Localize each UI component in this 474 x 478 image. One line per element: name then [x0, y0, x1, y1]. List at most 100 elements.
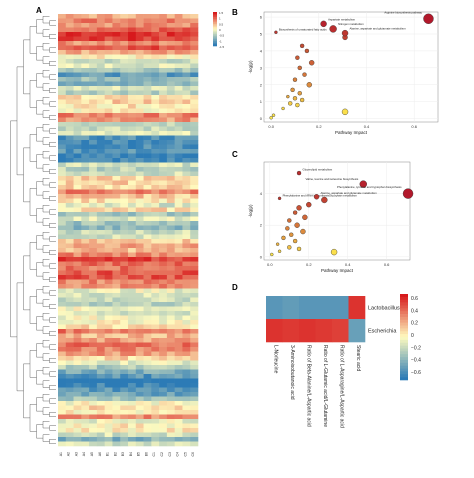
heatmap-a-cell: [58, 356, 67, 361]
dendrogram-branch: [42, 353, 50, 361]
heatmap-a-cell: [174, 414, 183, 420]
heatmap-a-cell: [135, 41, 144, 46]
heatmap-a-cell: [166, 207, 175, 213]
heatmap-a-cell: [120, 171, 129, 177]
heatmap-a-cell: [128, 126, 137, 132]
heatmap-a-cell: [166, 405, 175, 411]
dendrogram-branch: [29, 404, 37, 432]
heatmap-a-cell: [159, 320, 168, 325]
heatmap-a-cell: [182, 212, 191, 217]
heatmap-a-cell: [143, 410, 152, 415]
heatmap-a-cell: [128, 419, 137, 424]
pathway-point: [294, 222, 300, 228]
heatmap-a-cell: [120, 122, 129, 127]
heatmap-a-cell: [151, 306, 160, 312]
heatmap-a-cell: [135, 261, 144, 267]
heatmap-a-cell: [112, 392, 121, 397]
heatmap-a-cell: [174, 410, 183, 415]
heatmap-a-cell: [135, 230, 144, 235]
heatmap-a-cell: [120, 252, 129, 258]
heatmap-a-cell: [174, 392, 183, 397]
pathway-point: [292, 77, 298, 82]
heatmap-a-cell: [143, 315, 152, 321]
heatmap-a-cell: [151, 99, 160, 105]
heatmap-a-cell: [73, 396, 82, 402]
heatmap-a-cell: [96, 86, 105, 91]
heatmap-a-cell: [120, 297, 129, 303]
heatmap-a-cell: [190, 293, 199, 298]
heatmap-a-cell: [81, 261, 90, 267]
heatmap-a-cell: [190, 45, 199, 51]
heatmap-a-cell: [166, 248, 175, 253]
dendrogram-branch: [49, 398, 56, 404]
heatmap-a-cell: [89, 315, 98, 321]
heatmap-a-cell: [128, 437, 137, 442]
heatmap-a-cell: [89, 378, 98, 384]
heatmap-a-cell: [128, 351, 137, 357]
heatmap-a-cell: [89, 428, 98, 433]
heatmap-a-cell: [182, 216, 191, 222]
heatmap-a-cell: [174, 279, 183, 285]
legend-a-tick: -0.5: [219, 34, 225, 38]
heatmap-a-cell: [89, 405, 98, 411]
column-label: C5: [183, 452, 187, 457]
heatmap-a-cell: [120, 63, 129, 69]
heatmap-a-cell: [159, 396, 168, 402]
heatmap-a-cell: [182, 428, 191, 433]
heatmap-a-cell: [143, 23, 152, 28]
heatmap-a-cell: [159, 203, 168, 208]
heatmap-a-cell: [96, 81, 105, 87]
heatmap-a-cell: [89, 113, 98, 118]
heatmap-a-cell: [174, 324, 183, 330]
heatmap-a-cell: [89, 284, 98, 289]
heatmap-a-cell: [159, 176, 168, 181]
heatmap-a-cell: [58, 333, 67, 339]
heatmap-a-cell: [143, 135, 152, 141]
heatmap-a-cell: [128, 288, 137, 294]
heatmap-a-cell: [174, 54, 183, 60]
heatmap-a-cell: [190, 122, 199, 127]
heatmap-a-cell: [135, 432, 144, 438]
legend-a-swatch: [213, 17, 217, 20]
heatmap-a-cell: [96, 243, 105, 249]
heatmap-a-cell: [104, 437, 113, 442]
heatmap-a-cell: [190, 131, 199, 136]
heatmap-a-cell: [151, 261, 160, 267]
legend-a-tick: 0: [219, 28, 221, 32]
heatmap-a-cell: [143, 423, 152, 429]
dendrogram-branch: [42, 434, 50, 442]
heatmap-a-cell: [104, 50, 113, 55]
heatmap-a-cell: [58, 27, 67, 33]
heatmap-a-cell: [159, 428, 168, 433]
heatmap-a-cell: [104, 243, 113, 249]
pathway-point: [269, 116, 273, 120]
heatmap-a-cell: [151, 68, 160, 73]
dendrogram-branch: [42, 259, 50, 267]
heatmap-a-cell: [65, 428, 74, 433]
heatmap-a-cell: [143, 104, 152, 109]
heatmap-a-cell: [166, 36, 175, 42]
heatmap-a-cell: [73, 378, 82, 384]
heatmap-a-cell: [135, 306, 144, 312]
heatmap-a-cell: [65, 401, 74, 406]
heatmap-a-cell: [104, 234, 113, 240]
heatmap-a-cell: [58, 374, 67, 379]
heatmap-a-cell: [89, 207, 98, 213]
heatmap-a-cell: [174, 437, 183, 442]
heatmap-a-cell: [143, 198, 152, 204]
heatmap-a-cell: [159, 36, 168, 42]
heatmap-a-cell: [174, 140, 183, 145]
heatmap-a-cell: [112, 239, 121, 244]
heatmap-a-cell: [89, 149, 98, 154]
heatmap-a-cell: [166, 414, 175, 420]
heatmap-a-cell: [135, 221, 144, 226]
heatmap-a-cell: [143, 369, 152, 375]
heatmap-a-cell: [65, 441, 74, 447]
heatmap-a-cell: [96, 14, 105, 19]
heatmap-a-cell: [128, 383, 137, 388]
heatmap-a-cell: [120, 378, 129, 384]
heatmap-a-cell: [73, 333, 82, 339]
heatmap-a-cell: [174, 225, 183, 231]
heatmap-a-cell: [128, 27, 137, 33]
heatmap-a-cell: [166, 59, 175, 64]
